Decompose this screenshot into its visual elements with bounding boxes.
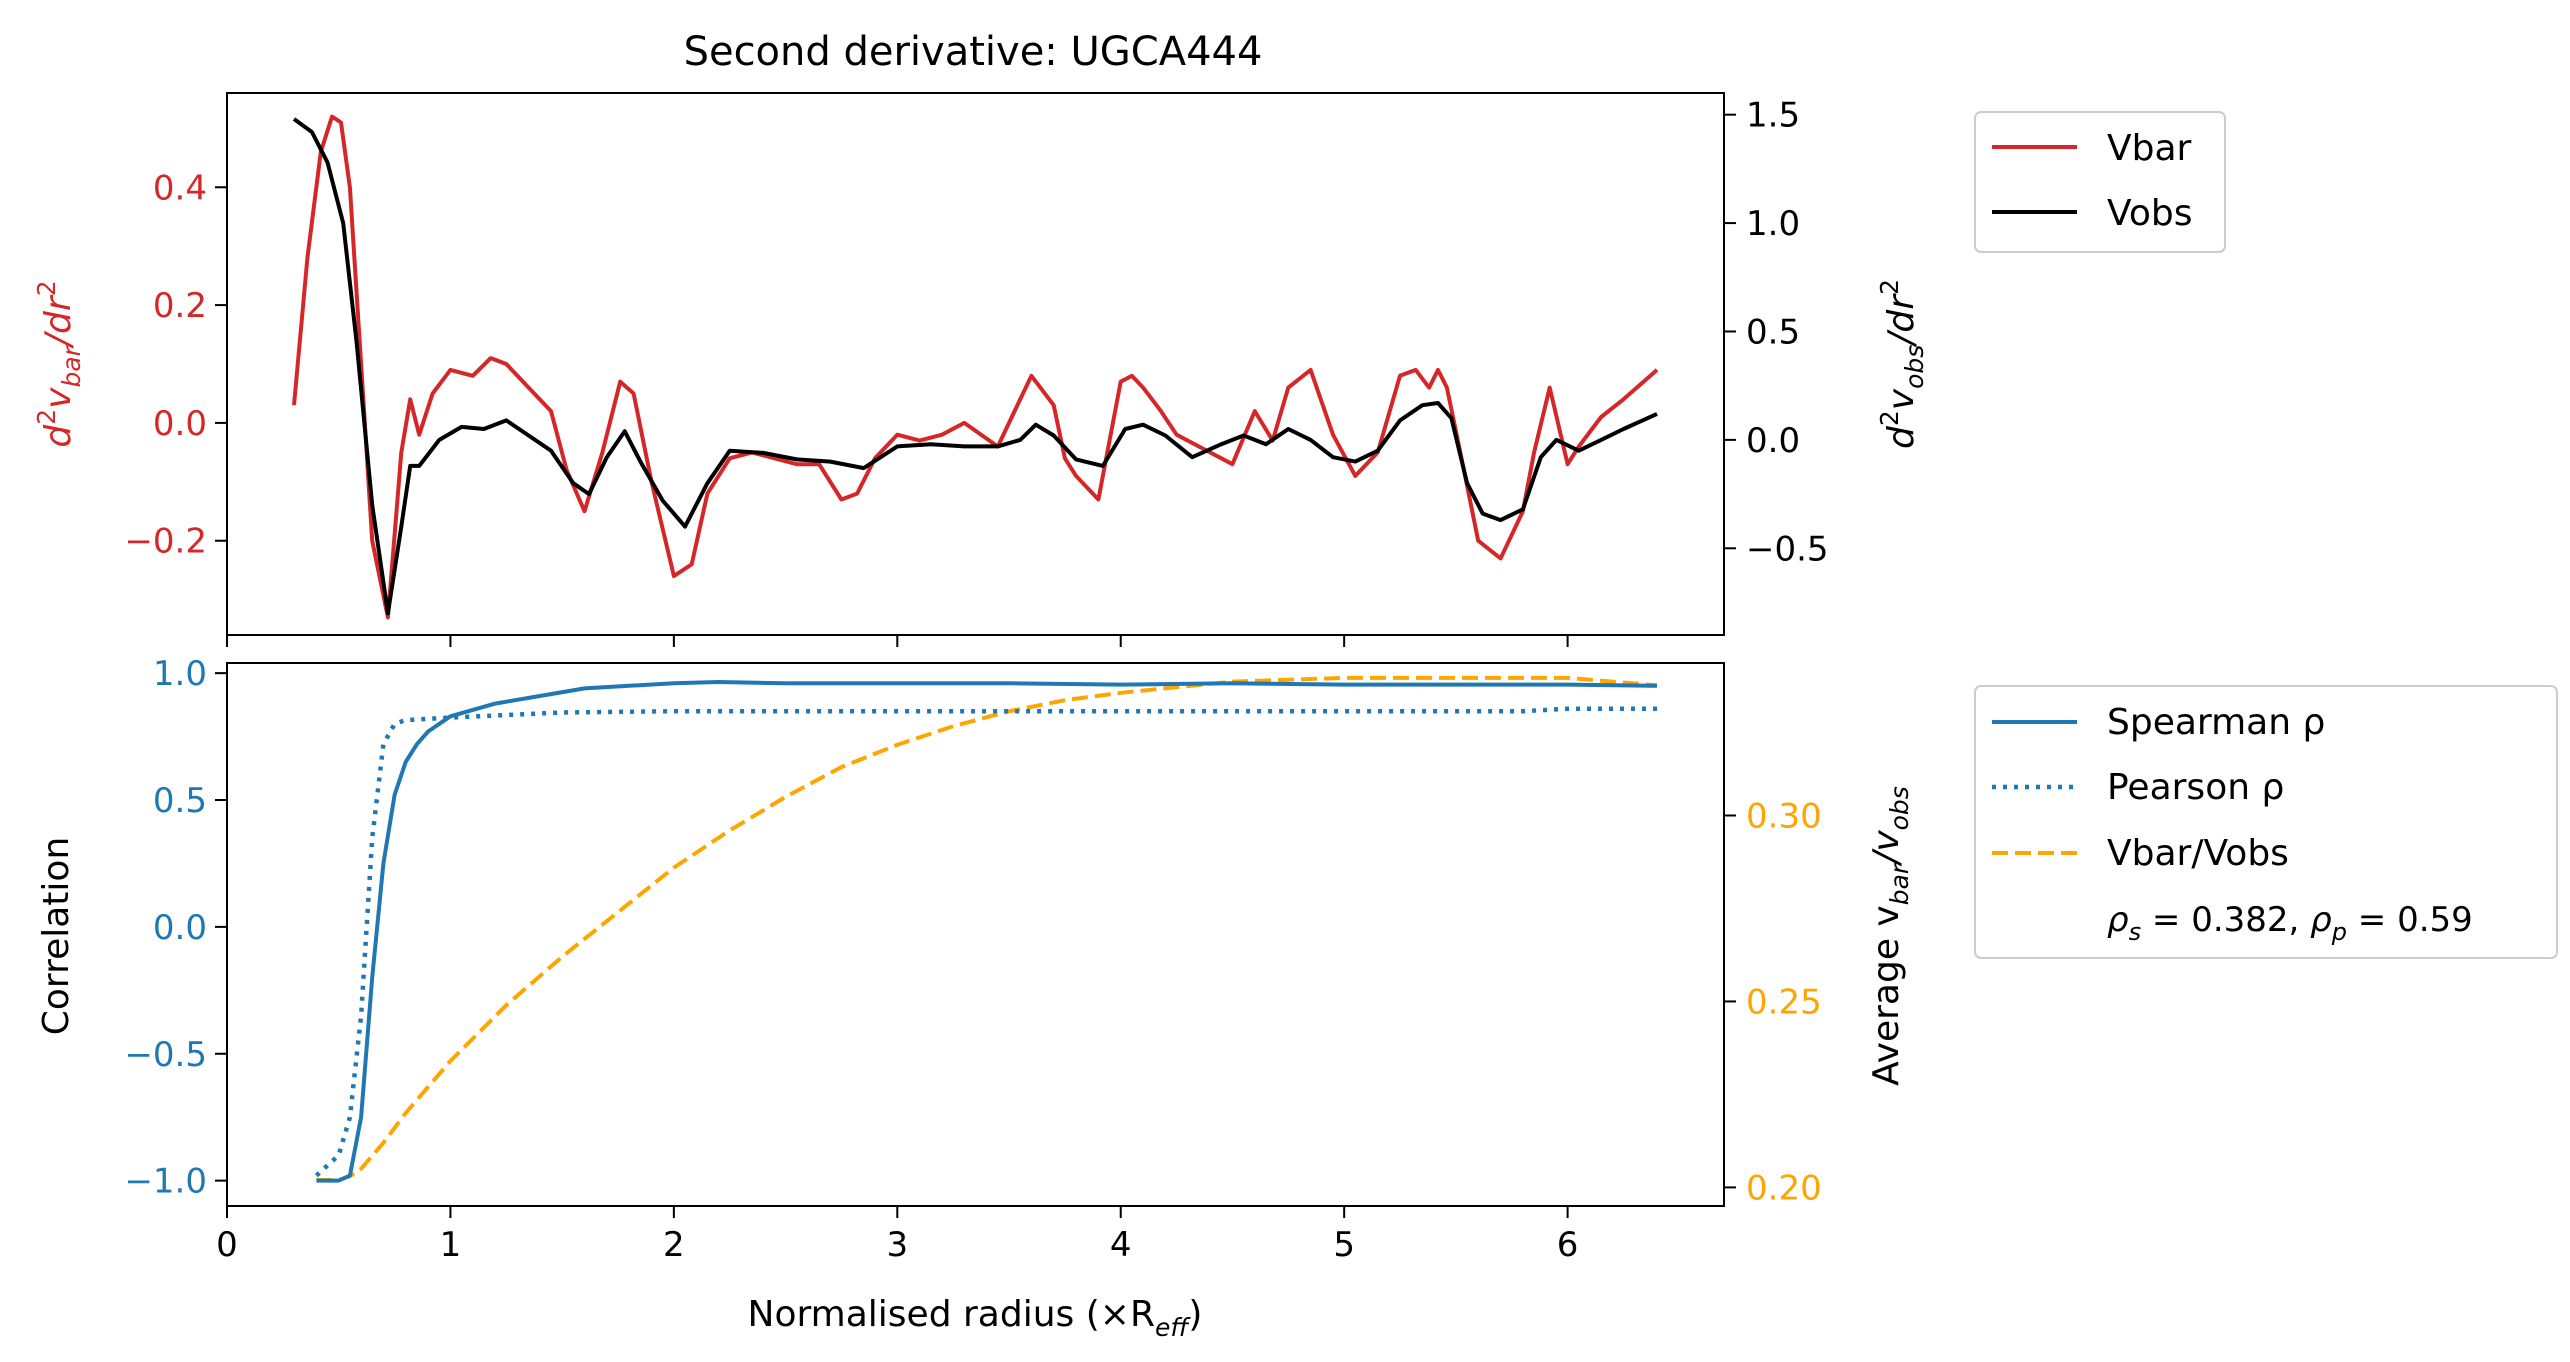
pearson-line [314,706,1657,1178]
bottom-right-ylabel: Average vbar/vobs [1866,786,1914,1086]
bottom-panel: −1.0 −0.5 0.0 0.5 1.0 0.20 0.25 0.30 0 1 2 3 4 5 6 Cor… [36,654,1914,1342]
spearman-line [316,680,1658,1183]
legend-top: Vbar Vobs [1974,111,2226,253]
legend-vobs-label: Vobs [2107,193,2192,234]
legend-bottom: Spearman ρ Pearson ρ Vbar/Vobs ρs = 0.38… [1974,685,2558,959]
top-left-y-tick-label: 0.0 [153,404,207,444]
vbar-vobs-ratio-line [316,675,1658,1182]
legend-stats-text: ρs = 0.382, ρp = 0.59 [2107,900,2473,946]
x-tick-label: 3 [886,1225,908,1265]
bottom-left-y-tick-label: 0.5 [153,781,207,821]
top-right-y-tick-label: 1.0 [1746,204,1800,244]
bottom-ticks: −1.0 −0.5 0.0 0.5 1.0 0.20 0.25 0.30 0 1 2 3 4 5 6 [124,654,1821,1265]
x-axis-label: Normalised radius (×Reff) [748,1294,1203,1342]
x-tick-label: 6 [1557,1225,1579,1265]
chart-title: Second derivative: UGCA444 [684,29,1263,75]
legend-vbar-label: Vbar [2107,128,2192,169]
top-left-ylabel: d2vbar/dr2 [32,280,86,447]
top-right-y-tick-label: 0.0 [1746,421,1800,461]
top-right-y-tick-label: 0.5 [1746,312,1800,352]
top-left-y-tick-label: 0.2 [153,286,207,326]
bottom-left-ylabel: Correlation [36,837,77,1036]
top-right-y-tick-label: −0.5 [1746,529,1829,569]
legend-bottom-frame [1974,685,2558,959]
legend-ratio-label: Vbar/Vobs [2107,833,2289,874]
x-tick-label: 2 [663,1225,685,1265]
top-right-ylabel: d2vobs/dr2 [1875,279,1929,449]
top-left-y-tick-label: 0.4 [153,168,207,208]
bottom-plot-frame [226,662,1725,1207]
legend-spearman-label: Spearman ρ [2107,702,2325,743]
bottom-right-y-tick-label: 0.20 [1746,1168,1822,1208]
x-tick-label: 1 [440,1225,462,1265]
x-tick-label: 0 [216,1225,238,1265]
vbar-line [292,114,1659,620]
bottom-left-y-tick-label: 1.0 [153,654,207,694]
bottom-left-y-tick-label: −0.5 [124,1035,207,1075]
bottom-right-y-tick-label: 0.25 [1746,982,1822,1022]
bottom-left-y-tick-label: 0.0 [153,908,207,948]
top-left-y-tick-label: −0.2 [124,522,207,562]
top-panel: −0.2 0.0 0.2 0.4 −0.5 0.0 0.5 1.0 1.5 d2vbar/dr2… [32,92,1929,647]
top-ticks: −0.2 0.0 0.2 0.4 −0.5 0.0 0.5 1.0 1.5 [124,96,1829,647]
vobs-line [292,117,1658,616]
bottom-right-y-tick-label: 0.30 [1746,796,1822,836]
top-right-y-tick-label: 1.5 [1746,96,1800,136]
legend-pearson-label: Pearson ρ [2107,767,2284,808]
bottom-left-y-tick-label: −1.0 [124,1162,207,1202]
top-plot-frame [226,92,1725,636]
x-tick-label: 4 [1110,1225,1132,1265]
x-tick-label: 5 [1333,1225,1355,1265]
